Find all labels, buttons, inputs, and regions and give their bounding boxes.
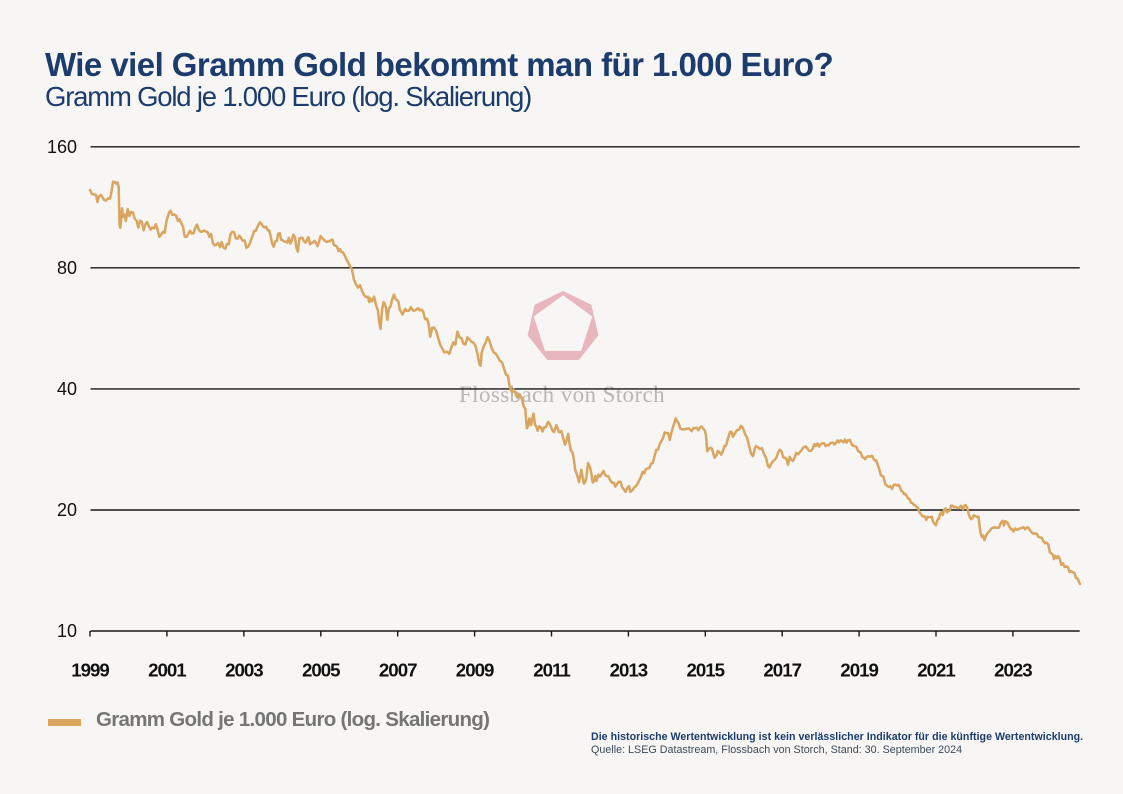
svg-text:2005: 2005 xyxy=(302,660,340,681)
svg-text:80: 80 xyxy=(57,258,77,278)
svg-text:Flossbach von Storch: Flossbach von Storch xyxy=(459,382,665,407)
svg-text:2011: 2011 xyxy=(533,660,570,681)
svg-text:1999: 1999 xyxy=(71,660,109,681)
svg-text:2015: 2015 xyxy=(687,660,725,681)
svg-text:2021: 2021 xyxy=(917,660,955,681)
svg-text:10: 10 xyxy=(57,621,77,641)
svg-text:40: 40 xyxy=(57,379,77,399)
svg-text:2007: 2007 xyxy=(379,660,417,681)
svg-text:2023: 2023 xyxy=(994,660,1032,681)
svg-text:20: 20 xyxy=(57,500,77,520)
svg-text:2003: 2003 xyxy=(225,660,263,681)
svg-text:2019: 2019 xyxy=(840,660,878,681)
svg-text:2013: 2013 xyxy=(610,660,648,681)
svg-text:2001: 2001 xyxy=(148,660,186,681)
svg-text:2009: 2009 xyxy=(456,660,494,681)
svg-text:160: 160 xyxy=(47,137,77,157)
svg-text:2017: 2017 xyxy=(763,660,801,681)
